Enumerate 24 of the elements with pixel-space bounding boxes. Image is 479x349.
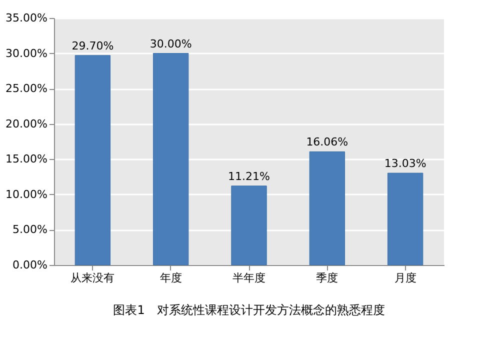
data-label: 29.70%: [72, 39, 114, 52]
data-label: 16.06%: [306, 136, 348, 149]
y-tick-label: 25.00%: [6, 82, 48, 96]
data-label: 11.21%: [228, 170, 270, 183]
y-tick-label: 5.00%: [12, 223, 48, 236]
data-label: 13.03%: [384, 157, 426, 170]
y-tick-label: 15.00%: [6, 152, 48, 166]
text: 图表1 对系统性课程设计开发方法概念的熟悉程度: [113, 303, 385, 317]
bar: [74, 55, 111, 266]
bar: [387, 172, 424, 266]
bar: [309, 151, 345, 266]
y-tick-label: 30.00%: [6, 46, 48, 60]
y-tick-label: 35.00%: [6, 12, 48, 24]
y-tick-label: 20.00%: [6, 117, 48, 130]
data-label: 30.00%: [150, 37, 192, 50]
y-tick-label: 10.00%: [6, 188, 48, 201]
x-tick-label: 从来没有: [70, 272, 115, 284]
x-tick-label: 季度: [316, 272, 338, 284]
y-tick-label: 0.00%: [12, 258, 48, 272]
x-tick-label: 年度: [160, 272, 182, 284]
x-tick-label: 半年度: [232, 272, 266, 284]
bar: [153, 53, 189, 266]
x-tick-label: 月度: [394, 272, 416, 284]
bar: [231, 186, 267, 266]
